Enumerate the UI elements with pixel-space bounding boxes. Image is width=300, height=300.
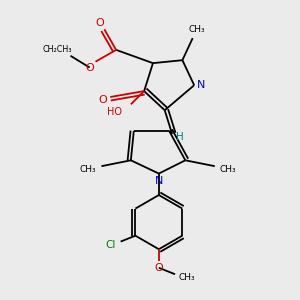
Text: N: N <box>197 80 206 90</box>
Text: O: O <box>96 18 104 28</box>
Text: O: O <box>98 95 107 105</box>
Text: O: O <box>154 263 163 273</box>
Text: Cl: Cl <box>105 239 116 250</box>
Text: CH₂CH₃: CH₂CH₃ <box>43 45 72 54</box>
Text: N: N <box>154 176 163 186</box>
Text: CH₃: CH₃ <box>189 25 206 34</box>
Text: CH₃: CH₃ <box>80 165 97 174</box>
Text: O: O <box>85 63 94 73</box>
Text: HO: HO <box>107 107 122 117</box>
Text: H: H <box>176 132 184 142</box>
Text: CH₃: CH₃ <box>220 165 236 174</box>
Text: CH₃: CH₃ <box>178 273 195 282</box>
